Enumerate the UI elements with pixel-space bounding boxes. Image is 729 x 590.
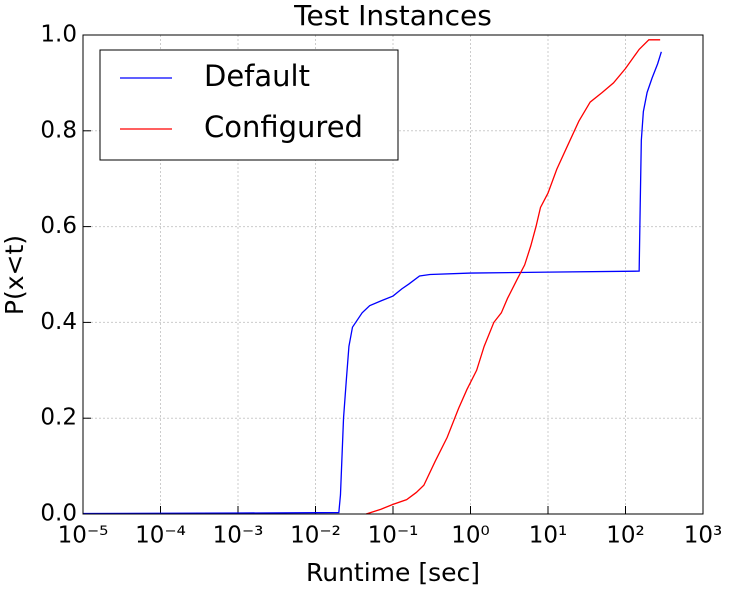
- y-tick-label: 0.0: [40, 501, 77, 527]
- chart-title: Test Instances: [293, 0, 492, 32]
- legend-label: Default: [204, 59, 310, 93]
- plot-frame: [82, 34, 704, 515]
- legend-box: [99, 49, 399, 161]
- x-tick-label: 10⁰: [451, 523, 490, 549]
- y-tick-label: 0.4: [40, 309, 77, 335]
- x-tick-label: 10⁻³: [213, 523, 264, 549]
- x-tick-label: 10⁻¹: [368, 523, 419, 549]
- line: [82, 51, 662, 515]
- y-axis-label: P(x<t): [0, 235, 29, 315]
- y-tick-label: 0.8: [40, 117, 77, 143]
- x-tick-label: 10⁻⁴: [135, 523, 186, 549]
- x-tick-label: 10¹: [529, 523, 568, 549]
- x-axis-label: Runtime [sec]: [306, 558, 480, 587]
- y-tick-label: 0.6: [40, 213, 77, 239]
- x-tick-label: 10³: [684, 523, 723, 549]
- y-tick-label: 0.2: [40, 405, 77, 431]
- y-tick-label: 1.0: [40, 22, 77, 48]
- legend-label: Configured: [204, 110, 363, 144]
- x-tick-label: 10⁻²: [290, 523, 341, 549]
- x-tick-label: 10⁻⁵: [58, 523, 109, 549]
- line: [365, 39, 661, 515]
- x-tick-label: 10²: [606, 523, 645, 549]
